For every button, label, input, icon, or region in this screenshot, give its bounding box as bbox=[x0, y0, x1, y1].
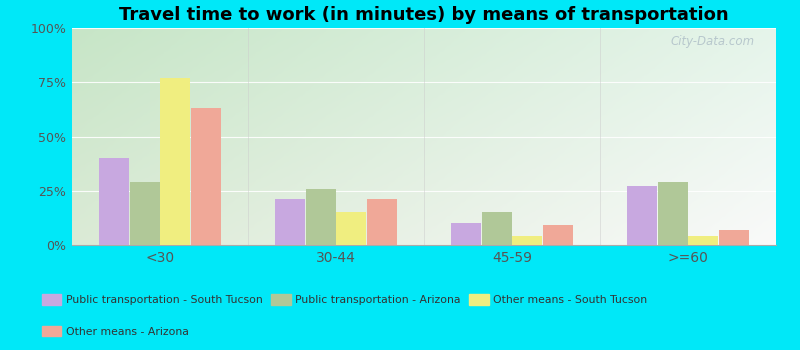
Bar bbox=[719, 230, 749, 245]
Bar bbox=[161, 78, 190, 245]
Title: Travel time to work (in minutes) by means of transportation: Travel time to work (in minutes) by mean… bbox=[119, 6, 729, 24]
Bar bbox=[306, 189, 335, 245]
Text: City-Data.com: City-Data.com bbox=[670, 35, 755, 48]
Bar bbox=[513, 236, 542, 245]
Bar bbox=[658, 182, 687, 245]
Bar bbox=[543, 225, 573, 245]
Bar bbox=[275, 199, 305, 245]
Bar bbox=[337, 212, 366, 245]
Bar bbox=[482, 212, 511, 245]
Bar bbox=[99, 158, 129, 245]
Legend: Other means - Arizona: Other means - Arizona bbox=[38, 322, 193, 341]
Bar bbox=[191, 108, 221, 245]
Legend: Public transportation - South Tucson, Public transportation - Arizona, Other mea: Public transportation - South Tucson, Pu… bbox=[38, 290, 651, 310]
Bar bbox=[367, 199, 397, 245]
Bar bbox=[130, 182, 159, 245]
Bar bbox=[451, 223, 481, 245]
Bar bbox=[627, 187, 657, 245]
Bar bbox=[689, 236, 718, 245]
